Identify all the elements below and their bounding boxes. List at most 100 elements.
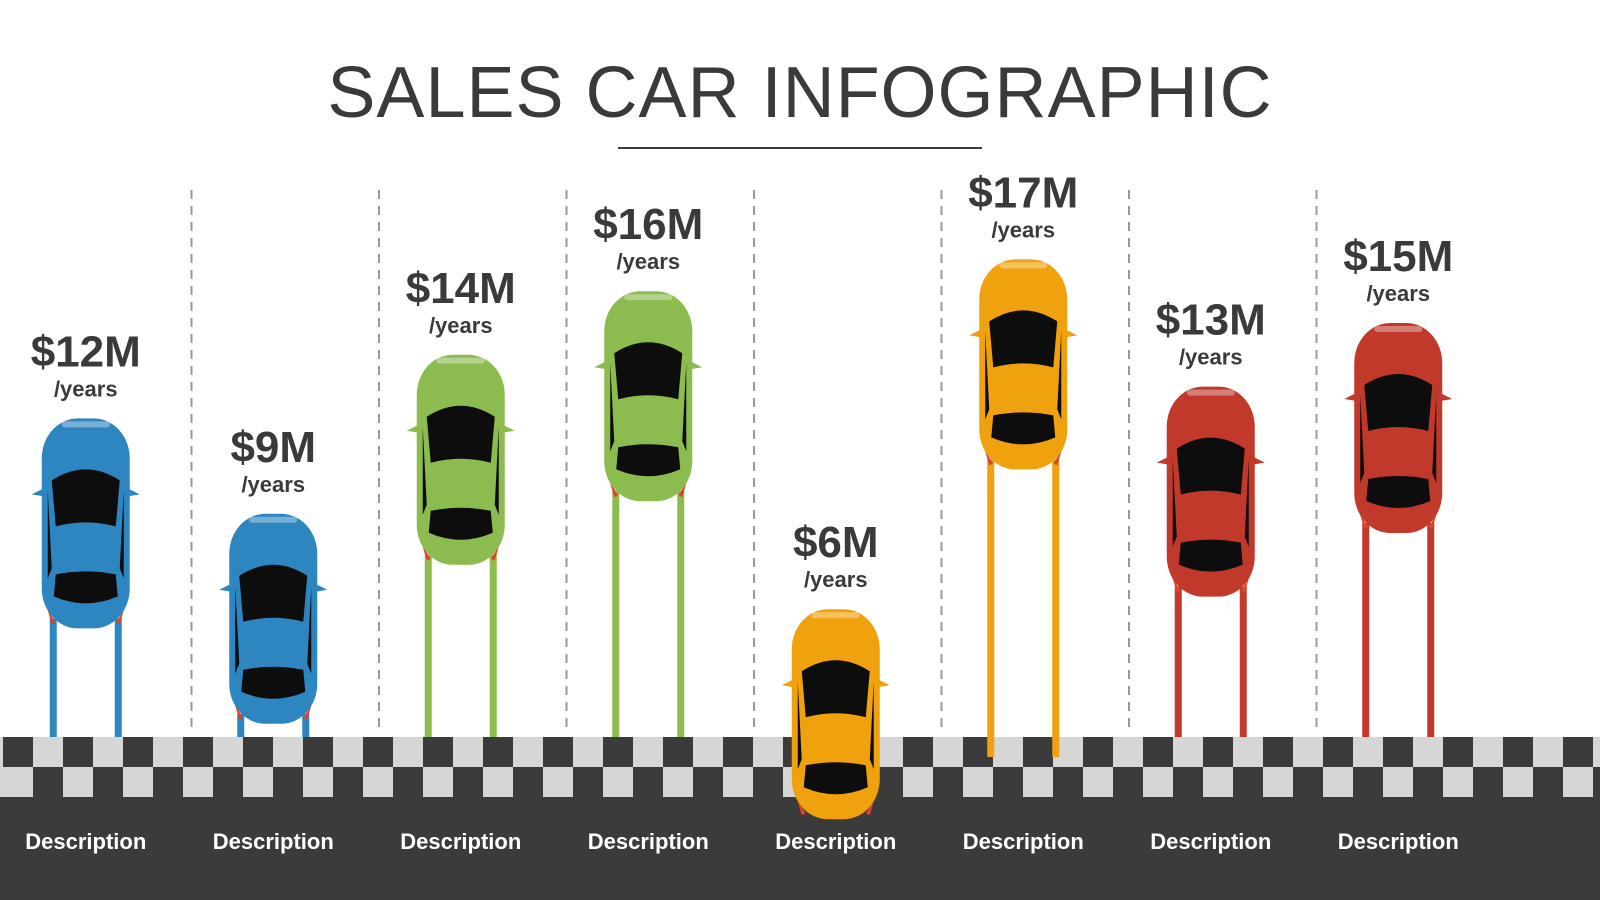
page-title: SALES CAR INFOGRAPHIC <box>327 53 1273 133</box>
checker-square <box>423 737 453 767</box>
car-rear-window <box>616 444 681 477</box>
checker-square <box>633 767 663 797</box>
car-tail-light <box>797 801 806 816</box>
bar-stem-left <box>1362 523 1370 737</box>
checker-square <box>933 767 963 797</box>
car-tail-light <box>1172 578 1181 593</box>
car-rear-window <box>1178 539 1243 572</box>
checker-square <box>603 737 633 767</box>
checker-square <box>33 767 63 797</box>
car-side-window-left <box>797 681 802 770</box>
checker-square <box>243 737 273 767</box>
checker-square <box>693 767 723 797</box>
bar-stem-left <box>987 459 995 757</box>
car-headlights <box>1186 389 1235 396</box>
car-side-window-left <box>1360 395 1365 483</box>
bar-stem-right <box>1239 586 1247 737</box>
checker-square <box>183 737 213 767</box>
unit-label: /years <box>804 567 868 592</box>
car-headlights <box>436 357 485 364</box>
bar-stem-right <box>1427 523 1435 737</box>
checker-square <box>1083 737 1113 767</box>
checker-square <box>753 767 783 797</box>
checker-square <box>363 737 393 767</box>
value-label: $12M <box>31 327 141 376</box>
car-side-window-left <box>1172 458 1177 547</box>
checker-square <box>123 737 153 767</box>
car-side-window-right <box>1432 395 1437 483</box>
bar-car-3 <box>406 354 515 737</box>
car-headlights <box>999 262 1048 269</box>
mirror-left <box>1344 393 1357 401</box>
bar-car-2 <box>219 513 328 737</box>
car-tail-light <box>490 546 499 561</box>
category-label: Description <box>1338 829 1459 854</box>
checker-square <box>573 767 603 797</box>
car-tail-light <box>610 483 619 498</box>
mirror-left <box>594 361 607 370</box>
checker-square <box>1563 737 1593 767</box>
mirror-right <box>1252 456 1265 465</box>
car-side-window-right <box>307 585 312 674</box>
mirror-left <box>219 583 232 592</box>
mirror-right <box>690 361 703 370</box>
checker-square <box>1353 767 1383 797</box>
mirror-right <box>502 424 515 433</box>
checker-square <box>543 737 573 767</box>
car-side-window-left <box>610 363 615 452</box>
car-tail-light <box>1428 515 1437 529</box>
car-windshield <box>1176 437 1245 495</box>
checker-square <box>273 767 303 797</box>
mirror-left <box>969 329 982 338</box>
checker-square <box>1443 737 1473 767</box>
car-tail-light <box>1053 451 1062 466</box>
car-side-window-right <box>682 363 687 452</box>
checker-square <box>213 767 243 797</box>
bar-stem-left <box>49 618 57 737</box>
mirror-left <box>406 424 419 433</box>
car-windshield <box>51 469 120 527</box>
value-label: $14M <box>406 264 516 313</box>
bar-stem-left <box>237 713 245 737</box>
car-headlights <box>624 294 673 301</box>
checker-square <box>1113 767 1143 797</box>
value-label: $17M <box>968 168 1078 217</box>
bar-car-4 <box>594 291 703 737</box>
car-side-window-left <box>422 426 427 515</box>
checker-square <box>663 737 693 767</box>
checker-square <box>1023 737 1053 767</box>
unit-label: /years <box>1179 345 1243 370</box>
mirror-right <box>1065 329 1078 338</box>
checker-square <box>453 767 483 797</box>
checker-square <box>1203 737 1233 767</box>
category-label: Description <box>213 829 334 854</box>
checker-square <box>1503 737 1533 767</box>
car-headlights <box>61 421 110 428</box>
car-windshield <box>614 342 683 400</box>
car-side-window-left <box>235 585 240 674</box>
checker-square <box>303 737 333 767</box>
car-headlights <box>1374 326 1423 332</box>
car-headlights <box>249 516 298 523</box>
bar-car-8 <box>1344 323 1453 737</box>
checker-square <box>1143 737 1173 767</box>
car-side-window-right <box>1057 331 1062 420</box>
checker-square <box>1533 767 1563 797</box>
car-windshield <box>801 660 870 718</box>
checker-square <box>513 767 543 797</box>
bar-car-6 <box>969 259 1078 757</box>
checker-square <box>153 767 183 797</box>
unit-label: /years <box>616 249 680 274</box>
mirror-right <box>877 679 890 688</box>
checker-square <box>1293 767 1323 797</box>
car-windshield <box>1364 374 1433 431</box>
mirror-left <box>1156 456 1169 465</box>
mirror-right <box>127 488 140 497</box>
checker-square <box>1473 767 1503 797</box>
car-headlights <box>811 612 860 619</box>
bar-stem-right <box>489 554 497 737</box>
checker-square <box>93 767 123 797</box>
checker-square <box>483 737 513 767</box>
value-label: $16M <box>593 200 703 249</box>
